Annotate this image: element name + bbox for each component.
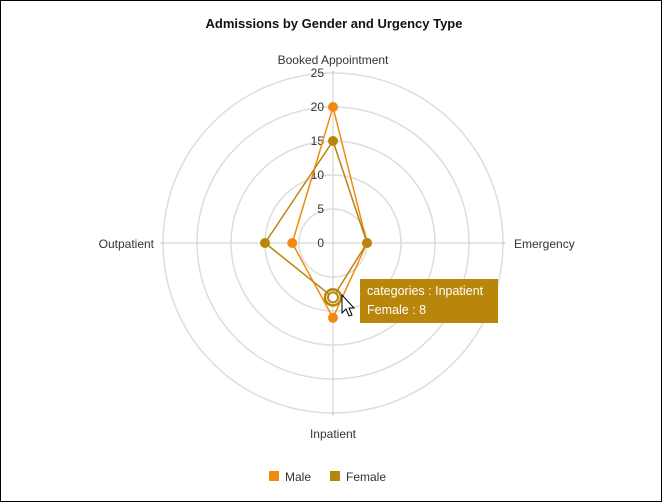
- radial-tick-label: 0: [317, 236, 324, 250]
- hover-point: [327, 291, 339, 304]
- radial-tick-label: 25: [311, 66, 325, 80]
- tooltip: categories : Inpatient Female : 8: [360, 279, 498, 323]
- data-point-male[interactable]: [287, 238, 298, 248]
- legend-label-male: Male: [285, 470, 311, 484]
- data-point-male[interactable]: [328, 312, 338, 323]
- category-label-outpatient: Outpatient: [99, 237, 155, 251]
- category-label-inpatient: Inpatient: [310, 427, 357, 441]
- tooltip-value: Female : 8: [367, 303, 426, 317]
- data-point-female[interactable]: [260, 238, 270, 248]
- radial-tick-label: 5: [317, 202, 324, 216]
- hover-ring: [323, 288, 343, 307]
- legend-swatch-male: [269, 471, 279, 481]
- tooltip-category: categories : Inpatient: [367, 284, 484, 298]
- category-label-emergency: Emergency: [514, 237, 575, 251]
- legend: Male Female: [269, 470, 386, 484]
- data-point-male[interactable]: [328, 102, 338, 112]
- category-label-booked-appointment: Booked Appointment: [278, 53, 389, 67]
- radar-grid: [160, 70, 506, 416]
- hover-marker: [323, 288, 343, 307]
- legend-item-female[interactable]: Female: [330, 470, 386, 484]
- legend-label-female: Female: [346, 470, 386, 484]
- radial-tick-label: 15: [311, 134, 325, 148]
- data-point-female[interactable]: [362, 238, 372, 248]
- legend-swatch-female: [330, 471, 340, 481]
- chart-title: Admissions by Gender and Urgency Type: [206, 16, 463, 31]
- mouse-cursor-icon: [341, 293, 356, 317]
- tooltip-background: [360, 279, 498, 323]
- radial-tick-label: 20: [311, 100, 325, 114]
- legend-item-male[interactable]: Male: [269, 470, 311, 484]
- data-point-female[interactable]: [328, 136, 338, 146]
